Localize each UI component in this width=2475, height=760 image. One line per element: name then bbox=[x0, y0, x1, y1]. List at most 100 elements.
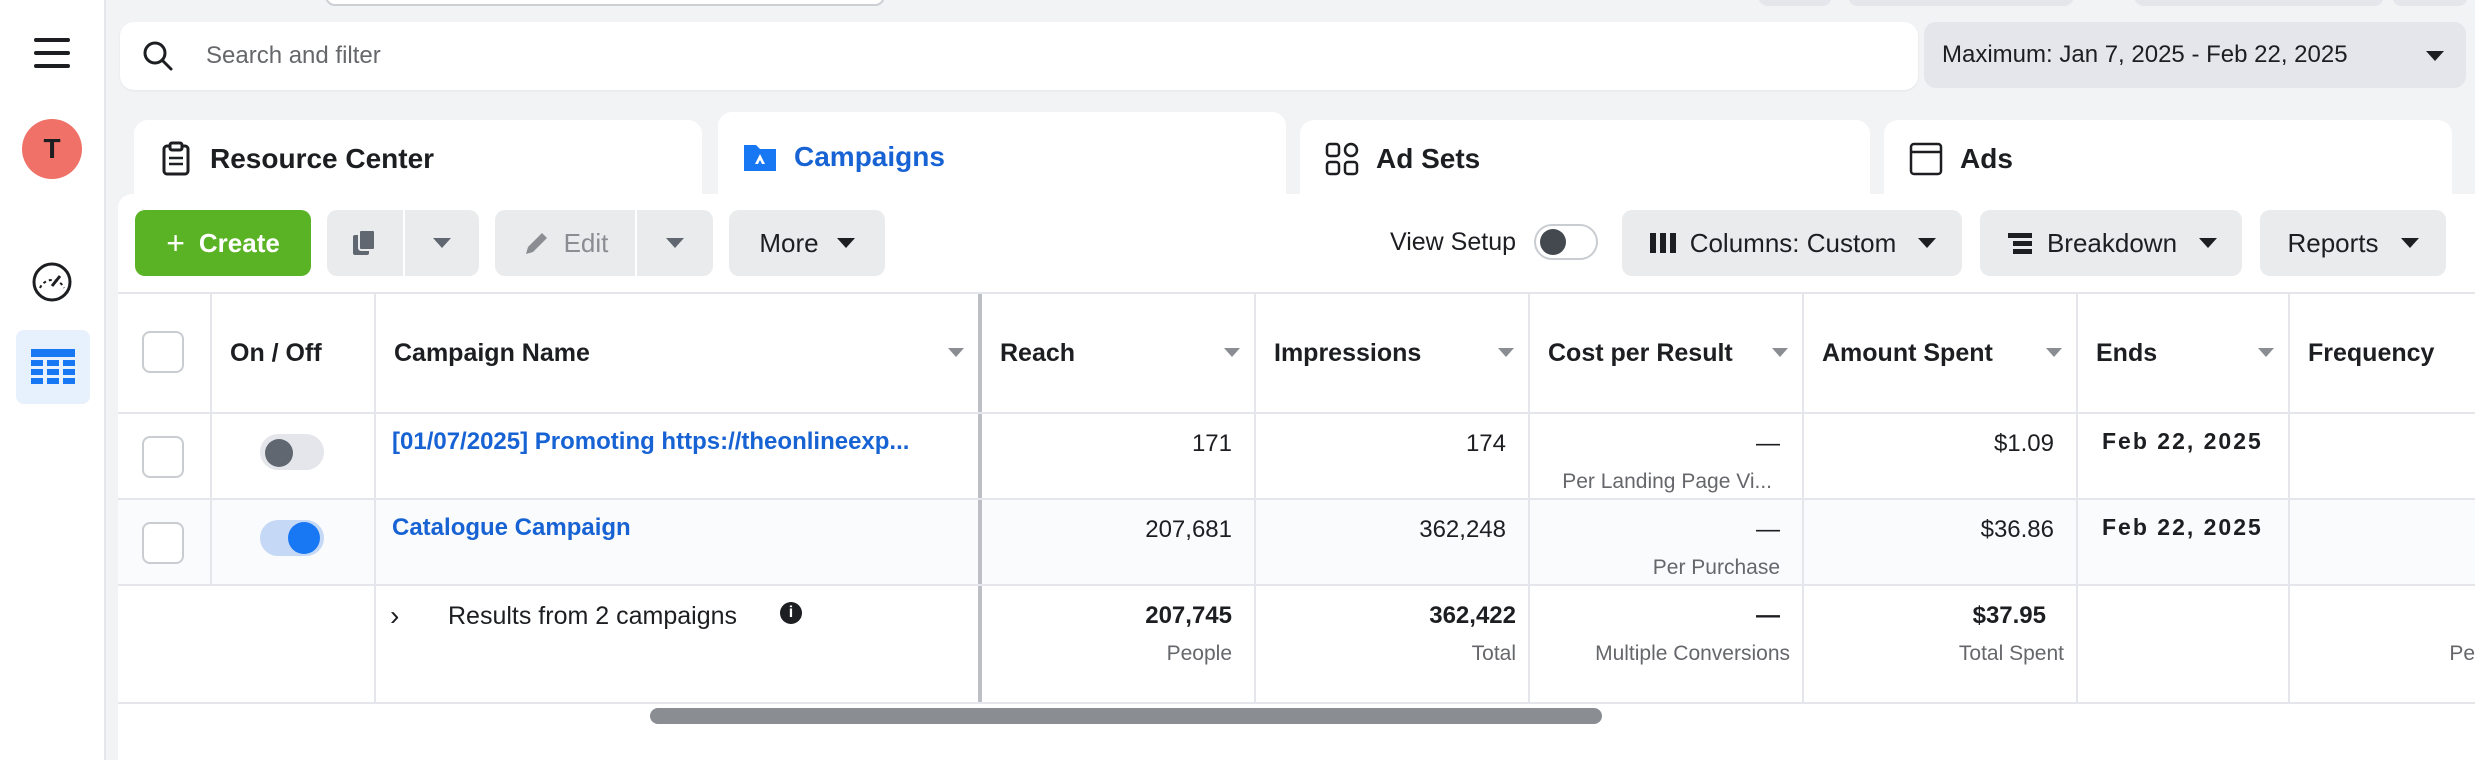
duplicate-button[interactable] bbox=[327, 210, 403, 276]
view-setup-toggle[interactable] bbox=[1534, 224, 1599, 260]
header-impressions[interactable]: Impressions bbox=[1254, 294, 1528, 412]
table-icon bbox=[31, 349, 75, 384]
chevron-right-icon[interactable]: › bbox=[390, 600, 400, 631]
tab-label: Resource Center bbox=[210, 143, 435, 174]
breakdown-label: Breakdown bbox=[2046, 227, 2178, 258]
header-cost-per-result[interactable]: Cost per Result bbox=[1528, 294, 1802, 412]
row-checkbox[interactable] bbox=[142, 436, 184, 478]
summary-cost-per-result: — bbox=[1756, 602, 1780, 629]
table-row[interactable]: [01/07/2025] Promoting https://theonline… bbox=[118, 412, 2475, 498]
ends-value: Feb 22, 2025 bbox=[2102, 514, 2263, 540]
edit-label: Edit bbox=[563, 227, 609, 258]
summary-amount-spent: $37.95 bbox=[1972, 602, 2046, 629]
tab-label: Ad Sets bbox=[1376, 143, 1481, 174]
column-label: Reach bbox=[1000, 338, 1076, 367]
chevron-down-icon bbox=[2199, 238, 2218, 248]
select-all-checkbox[interactable] bbox=[142, 331, 184, 373]
pencil-icon bbox=[525, 233, 547, 254]
search-icon bbox=[143, 41, 173, 71]
create-button[interactable]: + Create bbox=[135, 210, 311, 276]
column-label: On / Off bbox=[230, 338, 322, 367]
duplicate-icon bbox=[353, 229, 376, 255]
view-setup[interactable]: View Setup bbox=[1390, 224, 1599, 260]
ends-value: Feb 22, 2025 bbox=[2102, 428, 2263, 454]
column-label: Impressions bbox=[1274, 338, 1422, 367]
sort-icon[interactable] bbox=[2046, 348, 2062, 357]
amount-spent-value: $1.09 bbox=[1993, 430, 2054, 457]
edit-button[interactable]: Edit bbox=[495, 210, 635, 276]
campaign-toggle[interactable] bbox=[260, 434, 324, 470]
left-rail: T bbox=[0, 0, 106, 760]
sort-icon[interactable] bbox=[948, 348, 964, 357]
tab-label: Campaigns bbox=[794, 141, 945, 172]
summary-reach: 207,745 bbox=[1145, 602, 1232, 629]
tab-campaigns[interactable]: Campaigns bbox=[718, 112, 1286, 202]
chevron-down-icon bbox=[2400, 238, 2419, 248]
campaign-toggle[interactable] bbox=[260, 520, 324, 556]
create-label: Create bbox=[198, 227, 280, 258]
horizontal-scrollbar[interactable] bbox=[650, 708, 1602, 724]
summary-reach-sub: People bbox=[1166, 642, 1232, 665]
window-icon bbox=[1909, 142, 1943, 176]
top-bar-remnant bbox=[1758, 0, 1832, 6]
row-checkbox[interactable] bbox=[142, 522, 184, 564]
summary-impressions: 362,422 bbox=[1429, 602, 1516, 629]
toolbar: + Create Edit More View Setup bbox=[118, 194, 2475, 292]
header-on-off[interactable]: On / Off bbox=[210, 294, 374, 412]
date-range-picker[interactable]: Maximum: Jan 7, 2025 - Feb 22, 2025 bbox=[1924, 22, 2466, 88]
chevron-down-icon bbox=[836, 238, 855, 248]
campaign-name-link[interactable]: [01/07/2025] Promoting https://theonline… bbox=[392, 428, 910, 455]
search-input[interactable]: Search and filter bbox=[206, 42, 381, 69]
more-label: More bbox=[759, 227, 819, 258]
info-icon[interactable]: i bbox=[780, 602, 802, 624]
tab-resource-center[interactable]: Resource Center bbox=[134, 120, 702, 198]
duplicate-dropdown[interactable] bbox=[405, 210, 479, 276]
folder-icon bbox=[744, 145, 776, 171]
more-button[interactable]: More bbox=[729, 210, 885, 276]
edit-dropdown[interactable] bbox=[637, 210, 713, 276]
columns-button[interactable]: Columns: Custom bbox=[1622, 210, 1962, 276]
breakdown-button[interactable]: Breakdown bbox=[1980, 210, 2242, 276]
top-bar-remnant bbox=[2134, 0, 2384, 6]
dashboard-icon[interactable] bbox=[30, 260, 74, 304]
reports-label: Reports bbox=[2287, 227, 2379, 258]
header-ends[interactable]: Ends bbox=[2076, 294, 2288, 412]
amount-spent-value: $36.86 bbox=[1980, 516, 2054, 543]
column-label: Amount Spent bbox=[1822, 338, 1993, 367]
reports-button[interactable]: Reports bbox=[2260, 210, 2446, 276]
cost-per-result-type: Per Landing Page Vi... bbox=[1562, 470, 1772, 493]
impressions-value: 174 bbox=[1465, 430, 1506, 457]
chevron-down-icon bbox=[1918, 238, 1937, 248]
table-row[interactable]: Catalogue Campaign 207,681 362,248 — Per… bbox=[118, 498, 2475, 584]
top-bar-remnant bbox=[325, 0, 885, 6]
summary-row: › Results from 2 campaigns i 207,745 Peo… bbox=[118, 584, 2475, 704]
campaign-name-link[interactable]: Catalogue Campaign bbox=[392, 514, 631, 541]
summary-amount-spent-sub: Total Spent bbox=[1958, 642, 2064, 665]
sort-icon[interactable] bbox=[1224, 348, 1240, 357]
summary-impressions-sub: Total bbox=[1471, 642, 1516, 665]
avatar[interactable]: T bbox=[22, 119, 82, 179]
breakdown-icon bbox=[2007, 233, 2032, 254]
tab-ad-sets[interactable]: Ad Sets bbox=[1300, 120, 1870, 198]
column-label: Ends bbox=[2096, 338, 2158, 367]
plus-icon: + bbox=[166, 224, 185, 261]
header-frequency[interactable]: Frequency bbox=[2288, 294, 2475, 412]
cost-per-result-type: Per Purchase bbox=[1652, 556, 1780, 579]
search-bar[interactable]: Search and filter bbox=[120, 22, 1918, 90]
tab-ads[interactable]: Ads bbox=[1884, 120, 2452, 198]
sort-icon[interactable] bbox=[1772, 348, 1788, 357]
header-reach[interactable]: Reach bbox=[978, 294, 1254, 412]
menu-icon[interactable] bbox=[34, 38, 70, 68]
grid-icon bbox=[1325, 142, 1359, 176]
summary-cost-per-result-sub: Multiple Conversions bbox=[1595, 642, 1790, 665]
sort-icon[interactable] bbox=[1498, 348, 1514, 357]
column-label: Campaign Name bbox=[394, 338, 590, 367]
sort-icon[interactable] bbox=[2258, 348, 2274, 357]
chevron-down-icon bbox=[433, 238, 451, 248]
header-campaign-name[interactable]: Campaign Name bbox=[374, 294, 978, 412]
columns-icon bbox=[1649, 233, 1676, 253]
campaigns-nav-item[interactable] bbox=[16, 330, 90, 404]
campaigns-panel: + Create Edit More View Setup bbox=[118, 194, 2475, 760]
date-range-label: Maximum: Jan 7, 2025 - Feb 22, 2025 bbox=[1942, 41, 2348, 68]
header-amount-spent[interactable]: Amount Spent bbox=[1802, 294, 2076, 412]
